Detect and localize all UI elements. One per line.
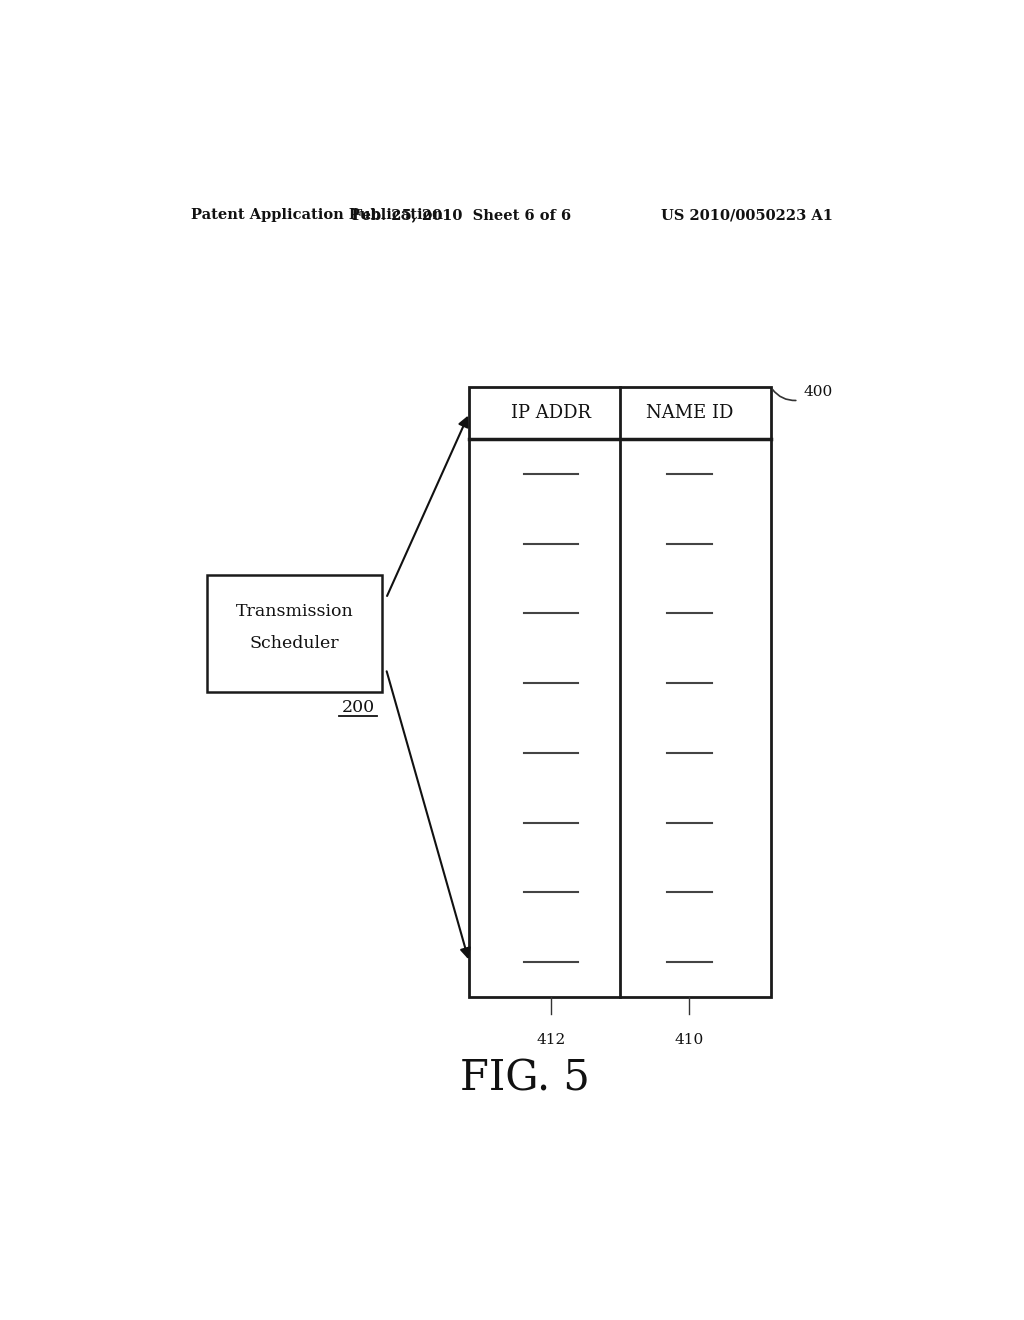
Text: NAME ID: NAME ID: [646, 404, 733, 422]
Text: IP ADDR: IP ADDR: [511, 404, 591, 422]
Bar: [469, 387, 771, 997]
Bar: [207, 576, 382, 692]
Text: Patent Application Publication: Patent Application Publication: [191, 209, 443, 222]
Text: Transmission: Transmission: [236, 603, 353, 619]
Text: 410: 410: [675, 1032, 705, 1047]
Text: Scheduler: Scheduler: [250, 635, 340, 652]
Text: 400: 400: [804, 385, 834, 399]
Text: 200: 200: [342, 698, 375, 715]
Text: Feb. 25, 2010  Sheet 6 of 6: Feb. 25, 2010 Sheet 6 of 6: [352, 209, 570, 222]
Text: 412: 412: [536, 1032, 565, 1047]
Text: US 2010/0050223 A1: US 2010/0050223 A1: [662, 209, 833, 222]
Text: FIG. 5: FIG. 5: [460, 1057, 590, 1100]
